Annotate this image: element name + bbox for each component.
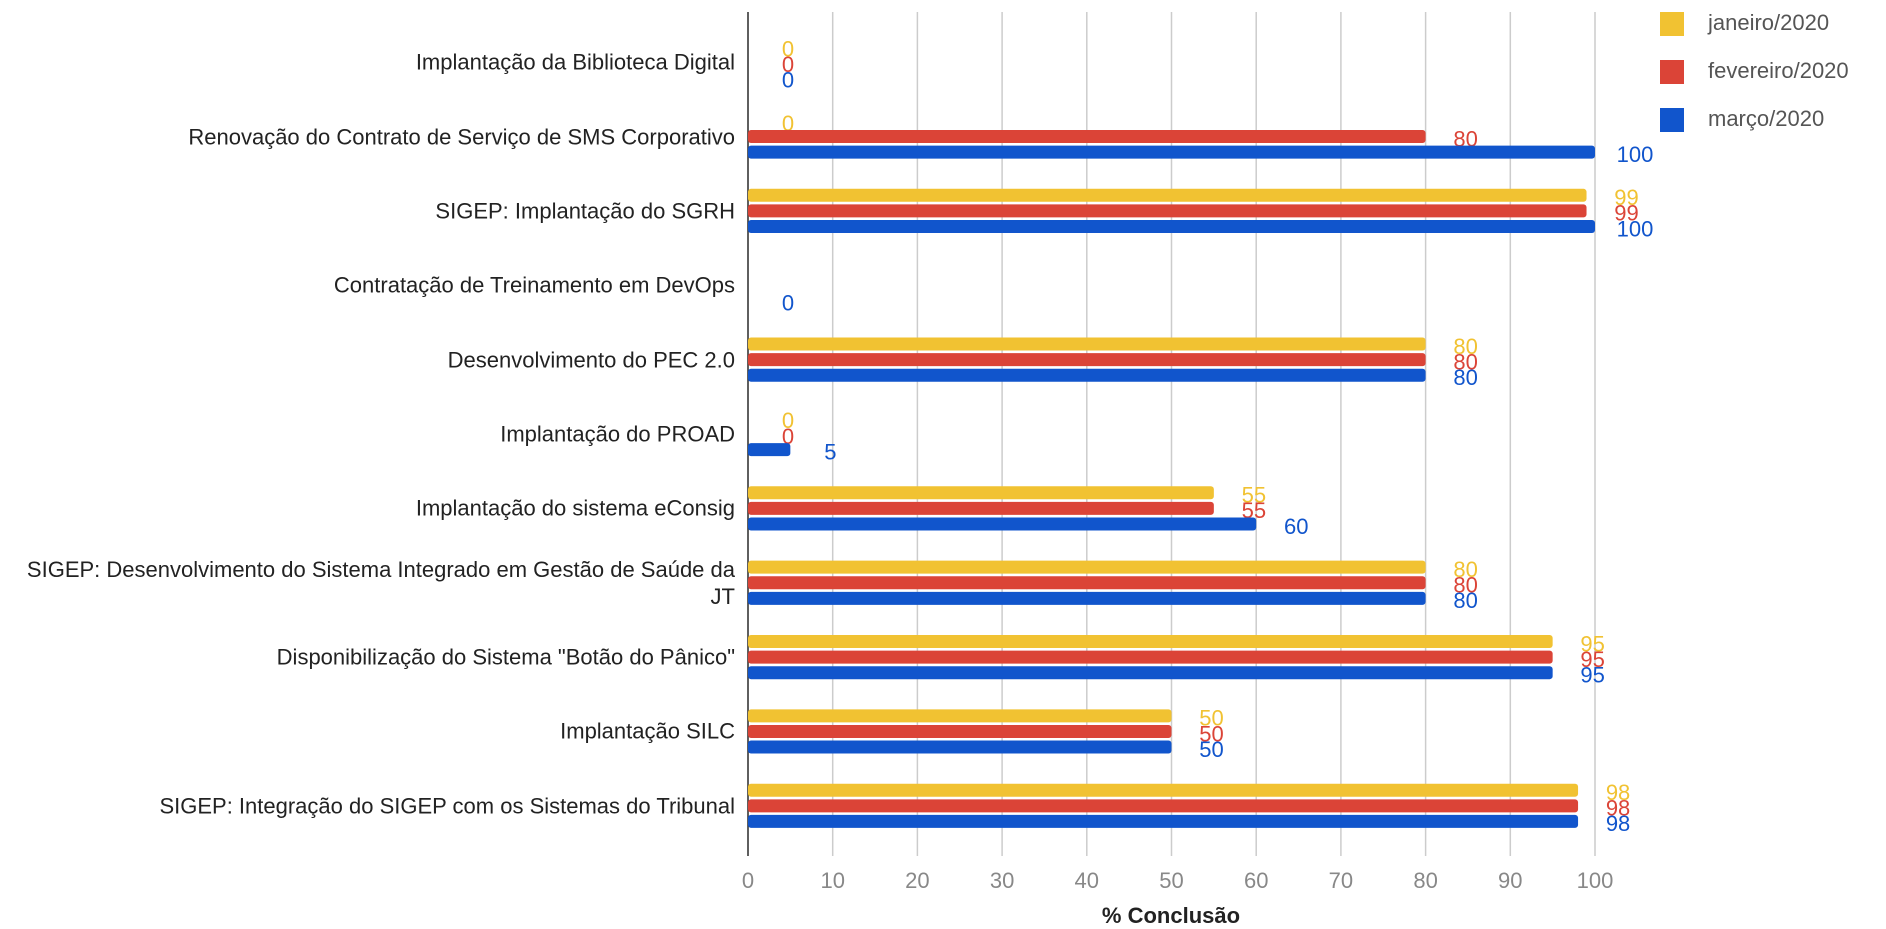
value-label: 50 xyxy=(1199,706,1223,731)
value-label: 95 xyxy=(1580,663,1604,688)
value-label: 0 xyxy=(782,52,794,77)
bar xyxy=(748,740,1172,754)
x-tick-label: 50 xyxy=(1159,868,1183,893)
value-label: 55 xyxy=(1242,483,1266,508)
value-label: 98 xyxy=(1606,796,1630,821)
x-axis-title: % Conclusão xyxy=(1102,903,1240,928)
x-tick-label: 40 xyxy=(1075,868,1099,893)
x-tick-label: 10 xyxy=(820,868,844,893)
value-label: 0 xyxy=(782,424,794,449)
value-label: 80 xyxy=(1453,573,1477,598)
value-label: 98 xyxy=(1606,811,1630,836)
bar xyxy=(748,368,1426,382)
bar xyxy=(748,145,1595,159)
bar xyxy=(748,591,1426,605)
x-tick-label: 0 xyxy=(742,868,754,893)
bar xyxy=(748,486,1214,500)
value-label: 0 xyxy=(782,36,794,61)
bar xyxy=(748,799,1579,813)
category-label: Disponibilização do Sistema "Botão do Pâ… xyxy=(276,644,735,670)
value-label: 80 xyxy=(1453,334,1477,359)
bar xyxy=(748,501,1214,515)
category-label: SIGEP: Desenvolvimento do Sistema Integr… xyxy=(26,556,735,609)
value-label: 0 xyxy=(782,111,794,136)
value-label: 95 xyxy=(1580,631,1604,656)
legend-swatch xyxy=(1660,108,1684,132)
legend-swatch xyxy=(1660,12,1684,36)
bar xyxy=(748,130,1426,144)
legend-label: fevereiro/2020 xyxy=(1708,58,1849,83)
value-label: 98 xyxy=(1606,780,1630,805)
value-label: 80 xyxy=(1453,365,1477,390)
bar xyxy=(748,634,1553,648)
bar xyxy=(748,188,1587,202)
bar xyxy=(748,204,1587,218)
bar xyxy=(748,220,1595,234)
value-label: 100 xyxy=(1617,142,1654,167)
category-label: Renovação do Contrato de Serviço de SMS … xyxy=(188,124,735,150)
x-tick-label: 70 xyxy=(1329,868,1353,893)
category-label: Implantação do PROAD xyxy=(500,421,735,447)
value-label: 99 xyxy=(1614,185,1638,210)
x-tick-label: 20 xyxy=(905,868,929,893)
x-tick-label: 60 xyxy=(1244,868,1268,893)
bar xyxy=(748,666,1553,680)
bar xyxy=(748,517,1257,531)
bar xyxy=(748,443,791,457)
value-label: 0 xyxy=(782,408,794,433)
value-label: 50 xyxy=(1199,721,1223,746)
value-label: 99 xyxy=(1614,201,1638,226)
category-label: Desenvolvimento do PEC 2.0 xyxy=(447,347,735,373)
category-label: Contratação de Treinamento em DevOps xyxy=(333,272,735,298)
category-label: Implantação do sistema eConsig xyxy=(415,495,735,521)
value-label: 0 xyxy=(782,291,794,316)
bar xyxy=(748,783,1579,797)
category-label: SIGEP: Implantação do SGRH xyxy=(435,198,735,224)
bar xyxy=(748,724,1172,738)
bar xyxy=(748,576,1426,590)
value-label: 95 xyxy=(1580,647,1604,672)
value-label: 100 xyxy=(1617,216,1654,241)
bar xyxy=(748,337,1426,351)
x-tick-label: 100 xyxy=(1577,868,1614,893)
value-label: 60 xyxy=(1284,514,1308,539)
bar xyxy=(748,353,1426,367)
value-label: 5 xyxy=(824,439,836,464)
legend-label: março/2020 xyxy=(1708,106,1824,131)
bar xyxy=(748,560,1426,574)
bar xyxy=(748,709,1172,723)
x-tick-label: 90 xyxy=(1498,868,1522,893)
legend-label: janeiro/2020 xyxy=(1707,10,1829,35)
x-tick-label: 30 xyxy=(990,868,1014,893)
category-label: SIGEP: Integração do SIGEP com os Sistem… xyxy=(159,793,735,819)
value-label: 50 xyxy=(1199,737,1223,762)
value-label: 80 xyxy=(1453,557,1477,582)
value-label: 80 xyxy=(1453,349,1477,374)
category-label: Implantação SILC xyxy=(560,718,735,744)
bar xyxy=(748,650,1553,664)
value-label: 80 xyxy=(1453,588,1477,613)
category-label: Implantação da Biblioteca Digital xyxy=(415,49,735,75)
legend-swatch xyxy=(1660,60,1684,84)
bar xyxy=(748,814,1579,828)
value-label: 0 xyxy=(782,68,794,93)
x-tick-label: 80 xyxy=(1413,868,1437,893)
